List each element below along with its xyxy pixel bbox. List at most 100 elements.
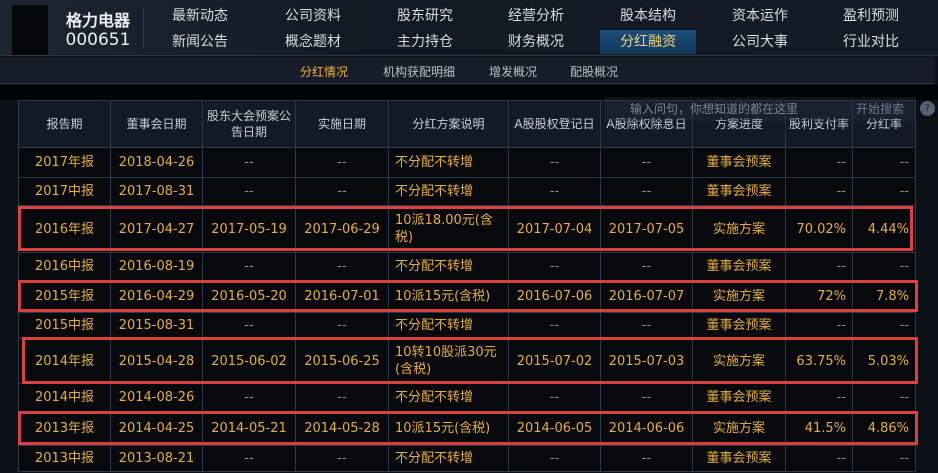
search-button[interactable]: 开始搜索: [845, 97, 915, 121]
table-cell: 2014-06-06: [600, 411, 693, 446]
table-cell: --: [295, 252, 389, 281]
table-cell: --: [600, 252, 693, 281]
table-cell: --: [295, 147, 389, 178]
table-cell: 董事会预案: [692, 177, 786, 206]
table-cell: 2015-07-02: [508, 338, 601, 384]
table-cell: 10派18.00元(含税): [388, 205, 509, 253]
nav-item[interactable]: 公司资料: [285, 8, 341, 24]
table-cell: --: [508, 252, 601, 281]
table-cell: --: [508, 383, 601, 412]
subnav-institution-allotment[interactable]: 机构获配明细: [383, 65, 456, 79]
nav-item[interactable]: 主力持仓: [397, 34, 453, 50]
table-cell: 10转10股派30元(含税): [388, 338, 509, 384]
table-cell: 董事会预案: [692, 312, 786, 339]
table-row: 2015年报 2016-04-29 2016-05-20 2016-07-01 10派1…: [18, 280, 916, 313]
table-cell: 董事会预案: [692, 445, 786, 472]
stock-code: 000651: [65, 30, 131, 50]
table-cell: 实施方案: [692, 411, 786, 446]
table-cell: 董事会预案: [692, 147, 786, 178]
table-cell: 2017-05-19: [202, 205, 296, 253]
nav-item[interactable]: 分红融资: [600, 30, 696, 54]
table-cell: 2017中报: [18, 177, 111, 206]
table-cell: 2014-05-21: [202, 411, 296, 446]
nav-item[interactable]: 财务概况: [508, 34, 564, 50]
column-header: 方案进度: [692, 100, 786, 148]
table-cell: 2014-04-25: [110, 411, 203, 446]
table-cell: 72%: [785, 280, 853, 313]
table-row: 2017中报 2017-08-31 -- -- 不分配不转增 -- -- 董事会预案 -- --: [18, 177, 916, 206]
table-cell: --: [852, 177, 916, 206]
table-cell: 2017-08-31: [110, 177, 203, 206]
table-cell: 2015中报: [18, 312, 111, 339]
table-cell: --: [785, 177, 853, 206]
nav-item[interactable]: 经营分析: [508, 8, 564, 24]
table-cell: --: [600, 147, 693, 178]
subnav-rights-issue[interactable]: 配股概况: [570, 65, 619, 79]
table-cell: 实施方案: [692, 205, 786, 253]
table-cell: 41.5%: [785, 411, 853, 446]
table-cell: --: [202, 312, 296, 339]
table-cell: 2016-08-19: [110, 252, 203, 281]
table-cell: 2013-08-21: [110, 445, 203, 472]
table-cell: 2016年报: [18, 205, 111, 253]
table-cell: 4.44%: [852, 205, 916, 253]
table-cell: --: [202, 147, 296, 178]
table-row: 2016中报 2016-08-19 -- -- 不分配不转增 -- -- 董事会预案 -- --: [18, 252, 916, 281]
table-cell: 70.02%: [785, 205, 853, 253]
table-cell: 2015-08-31: [110, 312, 203, 339]
table-cell: 不分配不转增: [388, 445, 509, 472]
stock-name: 格力电器: [65, 11, 130, 30]
table-cell: --: [295, 177, 389, 206]
nav-item[interactable]: 行业对比: [843, 34, 899, 50]
table-cell: 10派15元(含税): [388, 280, 509, 313]
nav-item[interactable]: 最新动态: [172, 8, 228, 24]
nav-item[interactable]: 盈利预测: [843, 8, 899, 24]
table-cell: --: [852, 252, 916, 281]
sub-nav: 分红情况 机构获配明细 增发概况 配股概况: [0, 57, 935, 84]
column-header: 实施日期: [295, 100, 389, 148]
nav-item[interactable]: 公司大事: [732, 34, 788, 50]
table-cell: 不分配不转增: [388, 312, 509, 339]
table-cell: 2017-04-27: [110, 205, 203, 253]
table-cell: --: [508, 445, 601, 472]
table-cell: 2017年报: [18, 147, 111, 178]
table-cell: --: [600, 383, 693, 412]
nav-item[interactable]: 股本结构: [620, 8, 676, 24]
table-row: 2016年报 2017-04-27 2017-05-19 2017-06-29 10派1…: [18, 205, 916, 253]
table-cell: --: [508, 147, 601, 178]
table-cell: 2014-05-28: [295, 411, 389, 446]
table-cell: --: [852, 312, 916, 339]
nav-item[interactable]: 新闻公告: [172, 34, 228, 50]
nav-item[interactable]: 资本运作: [732, 8, 788, 24]
table-cell: 2015年报: [18, 280, 111, 313]
table-cell: 2016-07-07: [600, 280, 693, 313]
table-cell: 不分配不转增: [388, 252, 509, 281]
table-row: 2014中报 2014-08-26 -- -- 不分配不转增 -- -- 董事会预案 -- --: [18, 383, 916, 412]
table-cell: 2015-04-28: [110, 338, 203, 384]
table-cell: --: [852, 383, 916, 412]
table-cell: 董事会预案: [692, 383, 786, 412]
table-cell: --: [508, 312, 601, 339]
table-cell: 4.86%: [852, 411, 916, 446]
logo: [12, 5, 48, 55]
table-cell: --: [785, 312, 853, 339]
subnav-dividends[interactable]: 分红情况: [300, 65, 349, 79]
dividend-table: 报告期 董事会日期 股东大会预案公告日期 实施日期 分红方案说明 A股股权登记日 A股除权除…: [18, 100, 916, 472]
search-input[interactable]: 输入问句，你想知道的都在这里: [605, 97, 845, 121]
help-icon[interactable]: ?: [920, 101, 935, 116]
table-cell: 2014-08-26: [110, 383, 203, 412]
nav-item[interactable]: 股东研究: [397, 8, 453, 24]
table-cell: 2016-07-01: [295, 280, 389, 313]
table-row: 2013中报 2013-08-21 -- -- 不分配不转增 -- -- 董事会预案 -- --: [18, 445, 916, 472]
table-cell: --: [785, 445, 853, 472]
table-cell: 2015-06-25: [295, 338, 389, 384]
nav-item[interactable]: 概念题材: [285, 34, 341, 50]
subnav-additional-issue[interactable]: 增发概况: [489, 65, 538, 79]
table-cell: 2015-07-03: [600, 338, 693, 384]
table-cell: 2016-07-06: [508, 280, 601, 313]
table-cell: 实施方案: [692, 338, 786, 384]
table-header: 报告期 董事会日期 股东大会预案公告日期 实施日期 分红方案说明 A股股权登记日 A股除权除…: [18, 100, 916, 148]
table-cell: --: [600, 177, 693, 206]
column-header: 分红方案说明: [388, 100, 509, 148]
table-cell: --: [785, 147, 853, 178]
